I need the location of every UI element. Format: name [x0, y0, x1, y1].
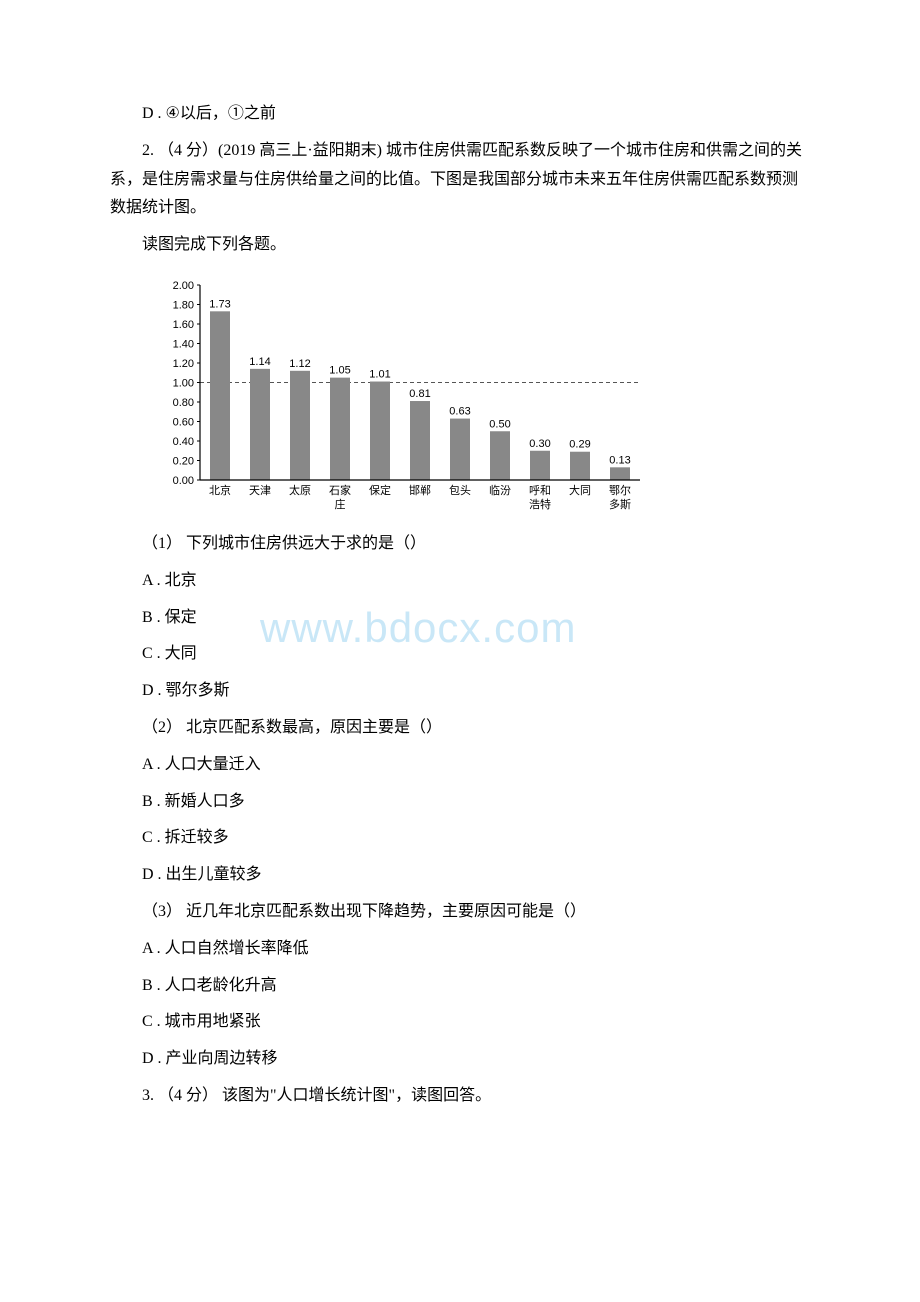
q2-readfig: 读图完成下列各题。 [110, 231, 810, 260]
svg-text:临汾: 临汾 [489, 483, 511, 497]
svg-text:0.50: 0.50 [489, 418, 510, 430]
svg-text:1.60: 1.60 [173, 319, 194, 331]
svg-text:1.01: 1.01 [369, 369, 390, 381]
svg-text:1.00: 1.00 [173, 377, 194, 389]
svg-text:0.20: 0.20 [173, 455, 194, 467]
svg-text:北京: 北京 [209, 483, 231, 497]
svg-text:石家: 石家 [329, 483, 351, 497]
svg-text:0.30: 0.30 [529, 438, 550, 450]
svg-text:0.60: 0.60 [173, 416, 194, 428]
q2-2-d: D . 出生儿童较多 [110, 861, 810, 890]
q2-3-d: D . 产业向周边转移 [110, 1045, 810, 1074]
q2-1-c: C . 大同 [110, 640, 810, 669]
q2-2-a: A . 人口大量迁入 [110, 751, 810, 780]
svg-text:庄: 庄 [335, 497, 346, 511]
document-body: D . ④以后，①之前 2. （4 分）(2019 高三上·益阳期末) 城市住房… [110, 100, 810, 1111]
svg-text:0.80: 0.80 [173, 397, 194, 409]
q3: 3. （4 分） 该图为"人口增长统计图"，读图回答。 [110, 1082, 810, 1111]
svg-text:浩特: 浩特 [529, 497, 551, 511]
svg-text:包头: 包头 [449, 484, 471, 497]
bar-chart: 0.00 0.20 0.40 0.60 0.80 1.00 1.20 1.40 1.60 1.80… [150, 275, 670, 515]
q2-intro: 2. （4 分）(2019 高三上·益阳期末) 城市住房供需匹配系数反映了一个城… [110, 137, 810, 223]
svg-text:0.13: 0.13 [609, 454, 630, 466]
svg-text:0.63: 0.63 [449, 406, 470, 418]
svg-text:1.20: 1.20 [173, 358, 194, 370]
svg-text:1.80: 1.80 [173, 299, 194, 311]
svg-text:1.40: 1.40 [173, 338, 194, 350]
q2-sub3: （3） 近几年北京匹配系数出现下降趋势，主要原因可能是（） [110, 898, 810, 927]
svg-text:0.00: 0.00 [173, 475, 194, 487]
chart-container: 0.00 0.20 0.40 0.60 0.80 1.00 1.20 1.40 1.60 1.80… [150, 275, 810, 515]
q2-2-c: C . 拆迁较多 [110, 824, 810, 853]
option-d4: D . ④以后，①之前 [110, 100, 810, 129]
svg-text:呼和: 呼和 [529, 484, 551, 497]
q2-1-b: B . 保定 [110, 604, 810, 633]
svg-text:2.00: 2.00 [173, 280, 194, 292]
svg-text:1.73: 1.73 [209, 298, 230, 310]
svg-text:天津: 天津 [249, 484, 271, 497]
svg-text:大同: 大同 [569, 483, 591, 497]
svg-text:1.14: 1.14 [249, 356, 270, 368]
svg-text:0.81: 0.81 [409, 388, 430, 400]
svg-text:多斯: 多斯 [609, 497, 631, 511]
svg-text:1.12: 1.12 [289, 358, 310, 370]
svg-text:1.05: 1.05 [329, 365, 350, 377]
q2-2-b: B . 新婚人口多 [110, 788, 810, 817]
q2-3-a: A . 人口自然增长率降低 [110, 935, 810, 964]
q2-1-a: A . 北京 [110, 567, 810, 596]
q2-sub1: （1） 下列城市住房供远大于求的是（） [110, 530, 810, 559]
svg-text:0.29: 0.29 [569, 439, 590, 451]
q2-1-d: D . 鄂尔多斯 [110, 677, 810, 706]
svg-text:鄂尔: 鄂尔 [609, 484, 631, 497]
svg-text:太原: 太原 [289, 484, 311, 497]
svg-text:保定: 保定 [369, 483, 391, 497]
svg-text:邯郸: 邯郸 [409, 483, 431, 497]
q2-sub2: （2） 北京匹配系数最高，原因主要是（） [110, 714, 810, 743]
q2-3-b: B . 人口老龄化升高 [110, 972, 810, 1001]
q2-3-c: C . 城市用地紧张 [110, 1008, 810, 1037]
svg-text:0.40: 0.40 [173, 436, 194, 448]
